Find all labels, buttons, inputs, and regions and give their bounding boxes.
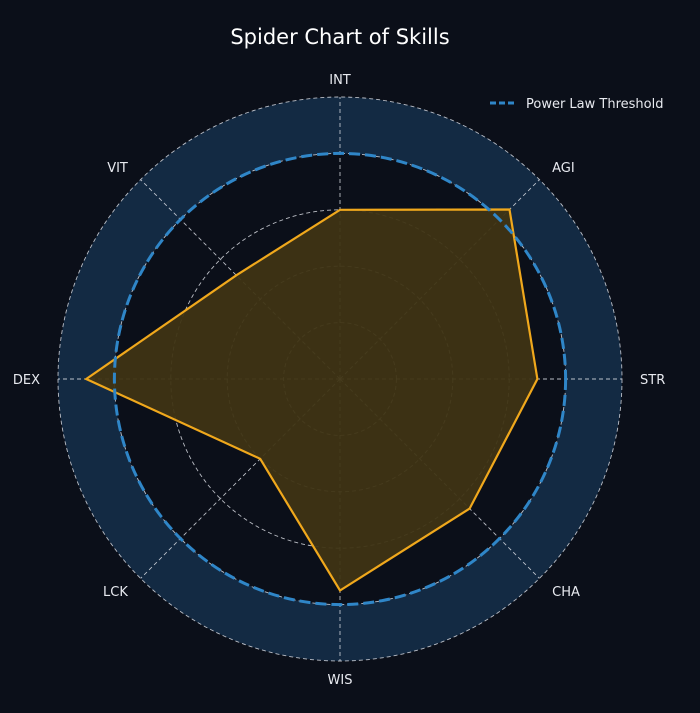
axis-label-lck: LCK <box>103 585 128 600</box>
polygon-layer <box>83 208 539 593</box>
legend-threshold-label: Power Law Threshold <box>526 97 663 112</box>
threshold-circle <box>112 151 568 607</box>
axis-label-dex: DEX <box>13 373 40 388</box>
axis-label-vit: VIT <box>107 161 128 176</box>
chart-title: Spider Chart of Skills <box>230 25 449 49</box>
axis-label-cha: CHA <box>552 585 580 600</box>
threshold-layer <box>112 151 568 607</box>
label-layer: STR AGI INT VIT DEX LCK WIS CHA <box>13 73 665 688</box>
axis-label-wis: WIS <box>328 673 353 688</box>
grid-spoke <box>140 378 341 579</box>
axis-label-agi: AGI <box>552 161 575 176</box>
axis-label-int: INT <box>329 73 351 88</box>
axis-label-str: STR <box>640 373 665 388</box>
legend: Power Law Threshold <box>490 97 663 112</box>
